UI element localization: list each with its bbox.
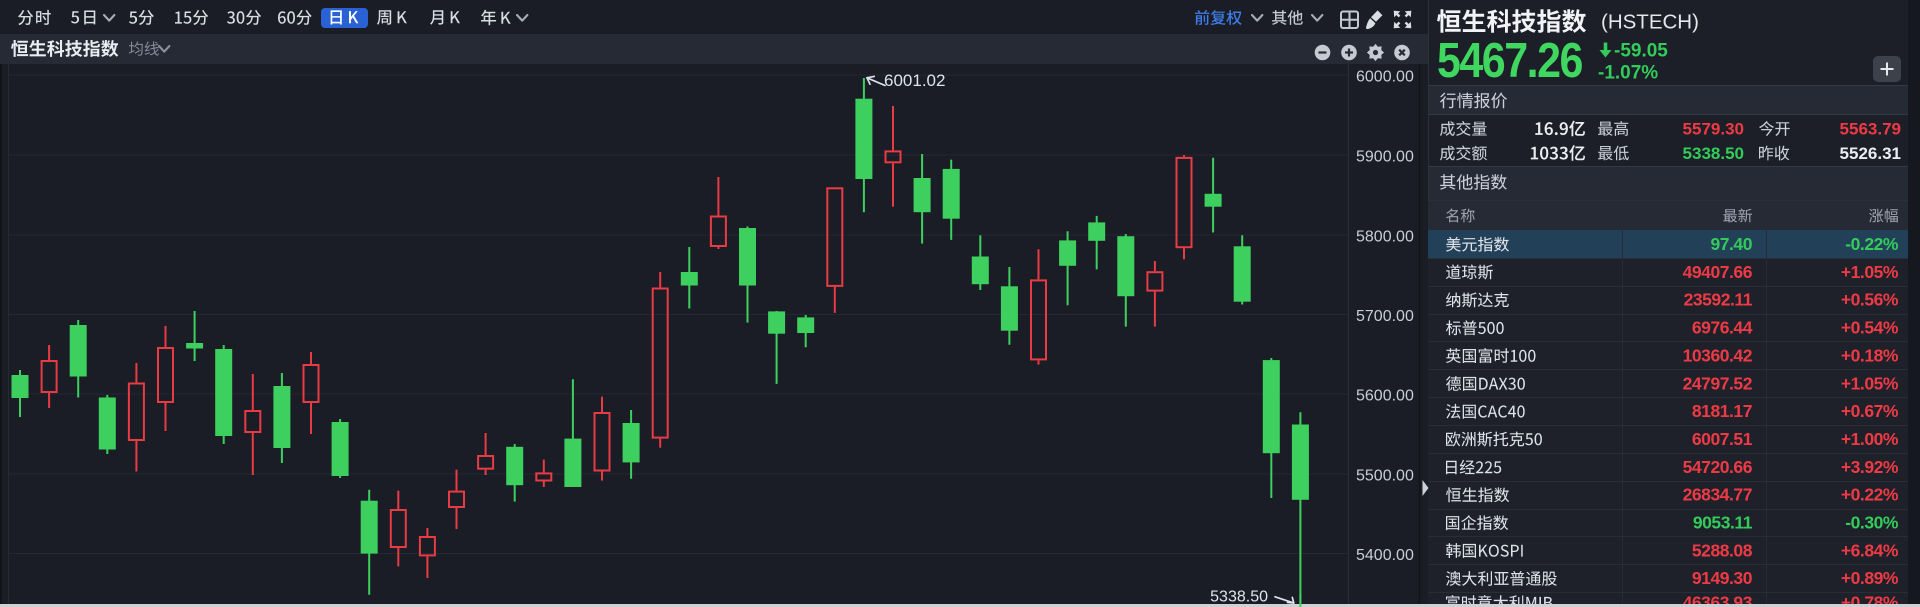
svg-text:5400.00: 5400.00	[1356, 547, 1414, 564]
svg-text:+0.89%: +0.89%	[1841, 568, 1899, 588]
svg-text:5467.26: 5467.26	[1437, 32, 1583, 87]
svg-text:+0.54%: +0.54%	[1841, 318, 1899, 338]
svg-text:49407.66: 49407.66	[1683, 262, 1753, 282]
svg-text:+0.78%: +0.78%	[1841, 592, 1899, 607]
svg-text:+1.00%: +1.00%	[1841, 429, 1899, 449]
svg-text:+1.05%: +1.05%	[1841, 262, 1899, 282]
svg-text:97.40: 97.40	[1710, 234, 1752, 254]
svg-text:6976.44: 6976.44	[1692, 318, 1753, 338]
svg-text:5338.50: 5338.50	[1210, 589, 1268, 606]
svg-text:6000.00: 6000.00	[1356, 69, 1414, 86]
svg-text:46363.93: 46363.93	[1683, 592, 1753, 607]
svg-text:5338.50: 5338.50	[1683, 144, 1744, 163]
svg-text:5800.00: 5800.00	[1356, 229, 1414, 246]
svg-text:26834.77: 26834.77	[1683, 485, 1752, 505]
svg-text:5526.31: 5526.31	[1840, 144, 1901, 163]
svg-text:+3.92%: +3.92%	[1841, 457, 1899, 477]
svg-text:+0.18%: +0.18%	[1841, 345, 1899, 365]
svg-text:23592.11: 23592.11	[1684, 290, 1753, 310]
svg-text:5579.30: 5579.30	[1683, 120, 1744, 139]
svg-text:8181.17: 8181.17	[1692, 401, 1752, 421]
svg-text:-0.22%: -0.22%	[1845, 234, 1899, 254]
svg-text:(HSTECH): (HSTECH)	[1601, 11, 1699, 34]
svg-text:5500.00: 5500.00	[1356, 468, 1414, 485]
svg-text:+0.22%: +0.22%	[1841, 485, 1899, 505]
svg-text:5563.79: 5563.79	[1840, 120, 1901, 139]
svg-text:-59.05: -59.05	[1614, 41, 1668, 62]
svg-text:+0.56%: +0.56%	[1841, 290, 1899, 310]
svg-text:5600.00: 5600.00	[1356, 388, 1414, 405]
svg-text:-0.30%: -0.30%	[1845, 513, 1899, 533]
svg-text:6007.51: 6007.51	[1692, 429, 1753, 449]
svg-text:5700.00: 5700.00	[1356, 308, 1414, 325]
svg-text:54720.66: 54720.66	[1683, 457, 1753, 477]
svg-text:+6.84%: +6.84%	[1841, 540, 1899, 560]
svg-text:-1.07%: -1.07%	[1598, 63, 1658, 84]
svg-text:+0.67%: +0.67%	[1841, 401, 1899, 421]
svg-text:9053.11: 9053.11	[1693, 513, 1753, 533]
svg-text:6001.02: 6001.02	[884, 71, 945, 90]
svg-text:+1.05%: +1.05%	[1841, 373, 1899, 393]
svg-text:5288.08: 5288.08	[1692, 540, 1753, 560]
svg-text:5900.00: 5900.00	[1356, 149, 1414, 166]
svg-text:10360.42: 10360.42	[1683, 345, 1753, 365]
svg-text:24797.52: 24797.52	[1683, 373, 1753, 393]
svg-text:9149.30: 9149.30	[1692, 568, 1753, 588]
